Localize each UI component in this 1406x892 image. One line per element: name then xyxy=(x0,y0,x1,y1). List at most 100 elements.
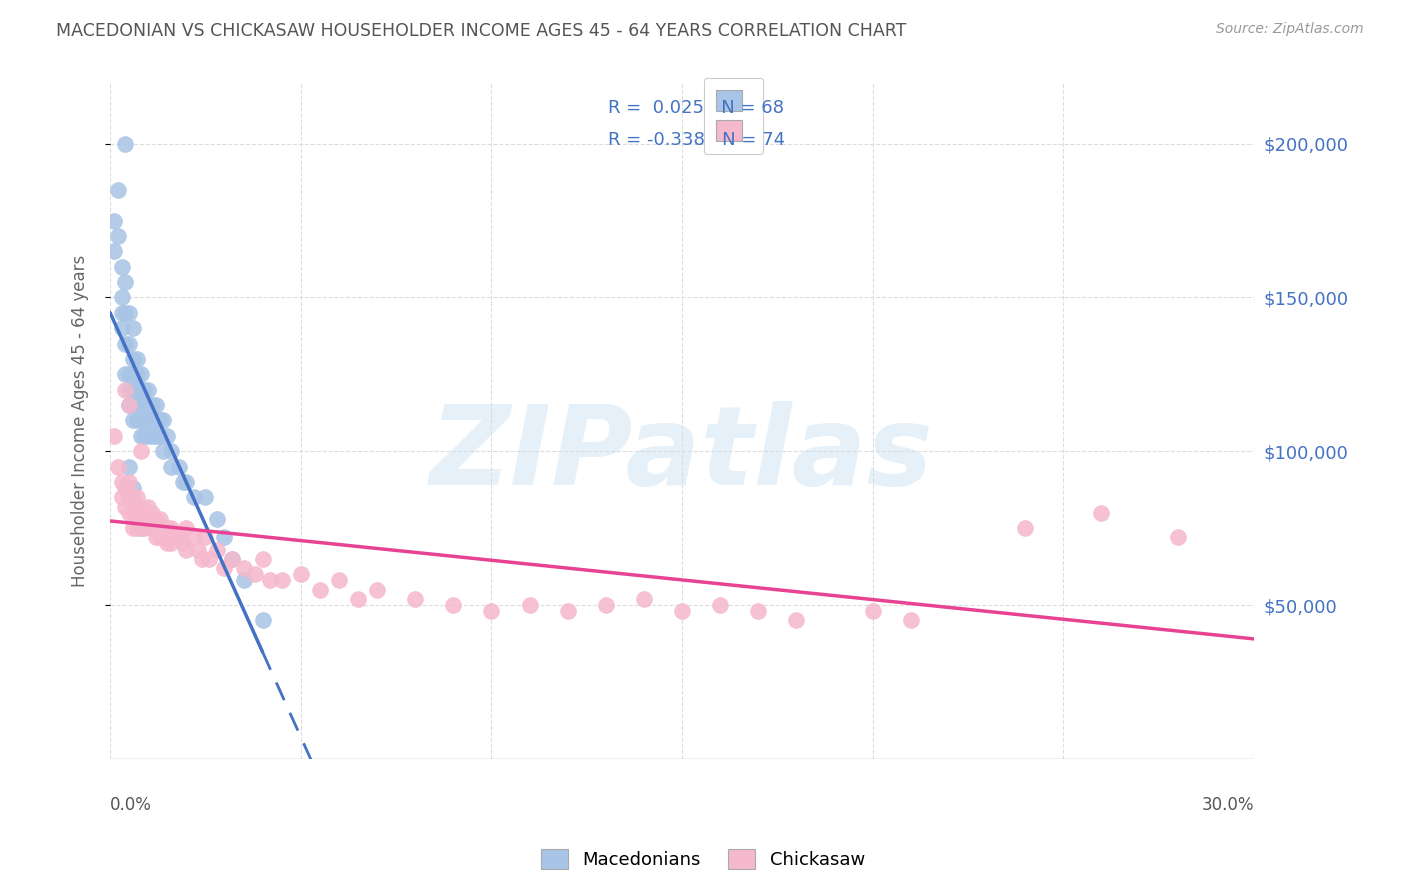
Point xyxy=(125,351,148,366)
Point xyxy=(167,530,190,544)
Text: R =  0.025   N = 68: R = 0.025 N = 68 xyxy=(607,99,783,117)
Point xyxy=(176,521,198,535)
Point xyxy=(308,582,330,597)
Point xyxy=(114,136,136,151)
Point xyxy=(141,506,163,520)
Point xyxy=(862,604,884,618)
Point xyxy=(118,336,141,351)
Point xyxy=(252,613,274,627)
Point xyxy=(205,512,228,526)
Point xyxy=(328,574,350,588)
Point xyxy=(747,604,769,618)
Point xyxy=(183,491,205,505)
Point xyxy=(441,598,464,612)
Point xyxy=(259,574,281,588)
Point xyxy=(122,491,145,505)
Point xyxy=(114,481,136,495)
Point xyxy=(122,506,145,520)
Point xyxy=(290,567,312,582)
Point xyxy=(633,591,655,606)
Point xyxy=(118,475,141,489)
Point xyxy=(176,542,198,557)
Point xyxy=(149,512,172,526)
Text: ZIPatlas: ZIPatlas xyxy=(430,401,934,508)
Point xyxy=(145,413,167,427)
Point xyxy=(118,306,141,320)
Point xyxy=(118,383,141,397)
Legend: Macedonians, Chickasaw: Macedonians, Chickasaw xyxy=(531,839,875,879)
Point xyxy=(129,500,152,514)
Point xyxy=(149,413,172,427)
Point xyxy=(149,530,172,544)
Point xyxy=(107,459,129,474)
Point xyxy=(172,536,194,550)
Point xyxy=(125,491,148,505)
Point xyxy=(221,552,243,566)
Point xyxy=(152,521,174,535)
Point xyxy=(125,368,148,382)
Point xyxy=(519,598,541,612)
Point xyxy=(156,429,179,443)
Point xyxy=(129,521,152,535)
Point xyxy=(136,413,159,427)
Text: 30.0%: 30.0% xyxy=(1202,796,1254,814)
Point xyxy=(103,213,125,227)
Point xyxy=(136,429,159,443)
Point xyxy=(141,429,163,443)
Point xyxy=(103,244,125,259)
Point xyxy=(136,500,159,514)
Point xyxy=(205,542,228,557)
Point xyxy=(122,521,145,535)
Point xyxy=(366,582,388,597)
Point xyxy=(183,530,205,544)
Point xyxy=(125,521,148,535)
Point xyxy=(595,598,617,612)
Point xyxy=(160,521,183,535)
Point xyxy=(114,336,136,351)
Point xyxy=(129,413,152,427)
Point xyxy=(134,383,156,397)
Point xyxy=(141,521,163,535)
Point xyxy=(129,368,152,382)
Point xyxy=(114,275,136,289)
Point xyxy=(145,512,167,526)
Point xyxy=(136,398,159,412)
Point xyxy=(110,260,132,274)
Point xyxy=(160,444,183,458)
Point xyxy=(1090,506,1112,520)
Point xyxy=(141,398,163,412)
Point xyxy=(122,481,145,495)
Point xyxy=(122,398,145,412)
Point xyxy=(122,321,145,335)
Point xyxy=(1167,530,1189,544)
Point xyxy=(129,444,152,458)
Point xyxy=(176,475,198,489)
Point xyxy=(114,306,136,320)
Point xyxy=(118,506,141,520)
Legend: , : , xyxy=(704,78,763,153)
Point xyxy=(110,306,132,320)
Text: R = -0.338   N = 74: R = -0.338 N = 74 xyxy=(607,131,785,149)
Point xyxy=(194,491,217,505)
Point xyxy=(557,604,579,618)
Point xyxy=(134,398,156,412)
Point xyxy=(1014,521,1036,535)
Point xyxy=(110,491,132,505)
Point xyxy=(232,574,254,588)
Point xyxy=(134,506,156,520)
Point xyxy=(404,591,426,606)
Point xyxy=(118,398,141,412)
Point xyxy=(479,604,502,618)
Point xyxy=(194,530,217,544)
Point xyxy=(785,613,807,627)
Point xyxy=(163,530,186,544)
Point xyxy=(214,530,236,544)
Point xyxy=(160,459,183,474)
Point xyxy=(122,351,145,366)
Point xyxy=(149,429,172,443)
Point xyxy=(156,521,179,535)
Point xyxy=(160,536,183,550)
Point xyxy=(145,429,167,443)
Text: MACEDONIAN VS CHICKASAW HOUSEHOLDER INCOME AGES 45 - 64 YEARS CORRELATION CHART: MACEDONIAN VS CHICKASAW HOUSEHOLDER INCO… xyxy=(56,22,907,40)
Point xyxy=(125,413,148,427)
